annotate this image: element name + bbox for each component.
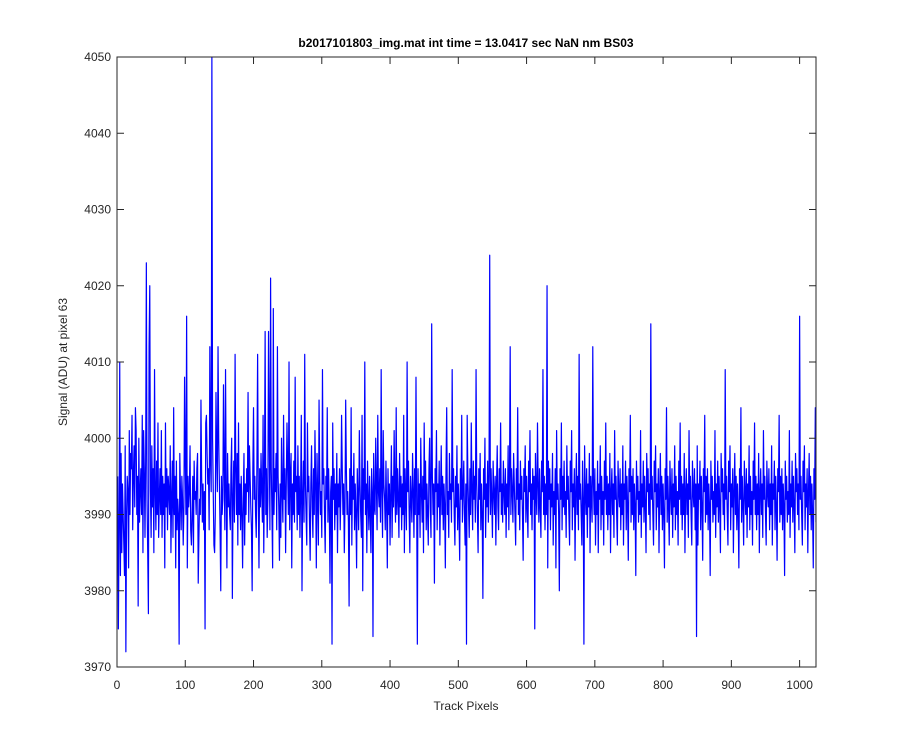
x-tick-label: 0	[114, 678, 121, 692]
y-tick-label: 4030	[84, 203, 111, 217]
series-line-0	[117, 57, 816, 653]
x-tick-label: 1000	[786, 678, 813, 692]
y-tick-label: 4040	[84, 126, 111, 140]
y-tick-label: 4000	[84, 431, 111, 445]
x-tick-label: 700	[585, 678, 605, 692]
x-tick-label: 200	[244, 678, 264, 692]
y-tick-label: 3970	[84, 660, 111, 674]
y-axis-ticks: 3970 3980 3990 4000 4010 4020 4030 4040 4050	[84, 50, 816, 674]
x-tick-label: 800	[653, 678, 673, 692]
x-tick-label: 500	[448, 678, 468, 692]
y-axis-label: Signal (ADU) at pixel 63	[56, 298, 70, 426]
x-tick-label: 600	[517, 678, 537, 692]
x-tick-label: 300	[312, 678, 332, 692]
y-tick-label: 4010	[84, 355, 111, 369]
plot-area	[116, 56, 817, 668]
x-tick-label: 900	[721, 678, 741, 692]
y-tick-label: 3980	[84, 584, 111, 598]
x-tick-label: 100	[175, 678, 195, 692]
chart-title: b2017101803_img.mat int time = 13.0417 s…	[298, 36, 634, 50]
x-axis-ticks: 0 100 200 300 400 500 600 700 800 900 1000	[114, 57, 813, 692]
x-tick-label: 400	[380, 678, 400, 692]
y-tick-label: 4050	[84, 50, 111, 64]
x-axis-label: Track Pixels	[434, 699, 499, 713]
y-tick-label: 4020	[84, 279, 111, 293]
y-tick-label: 3990	[84, 508, 111, 522]
